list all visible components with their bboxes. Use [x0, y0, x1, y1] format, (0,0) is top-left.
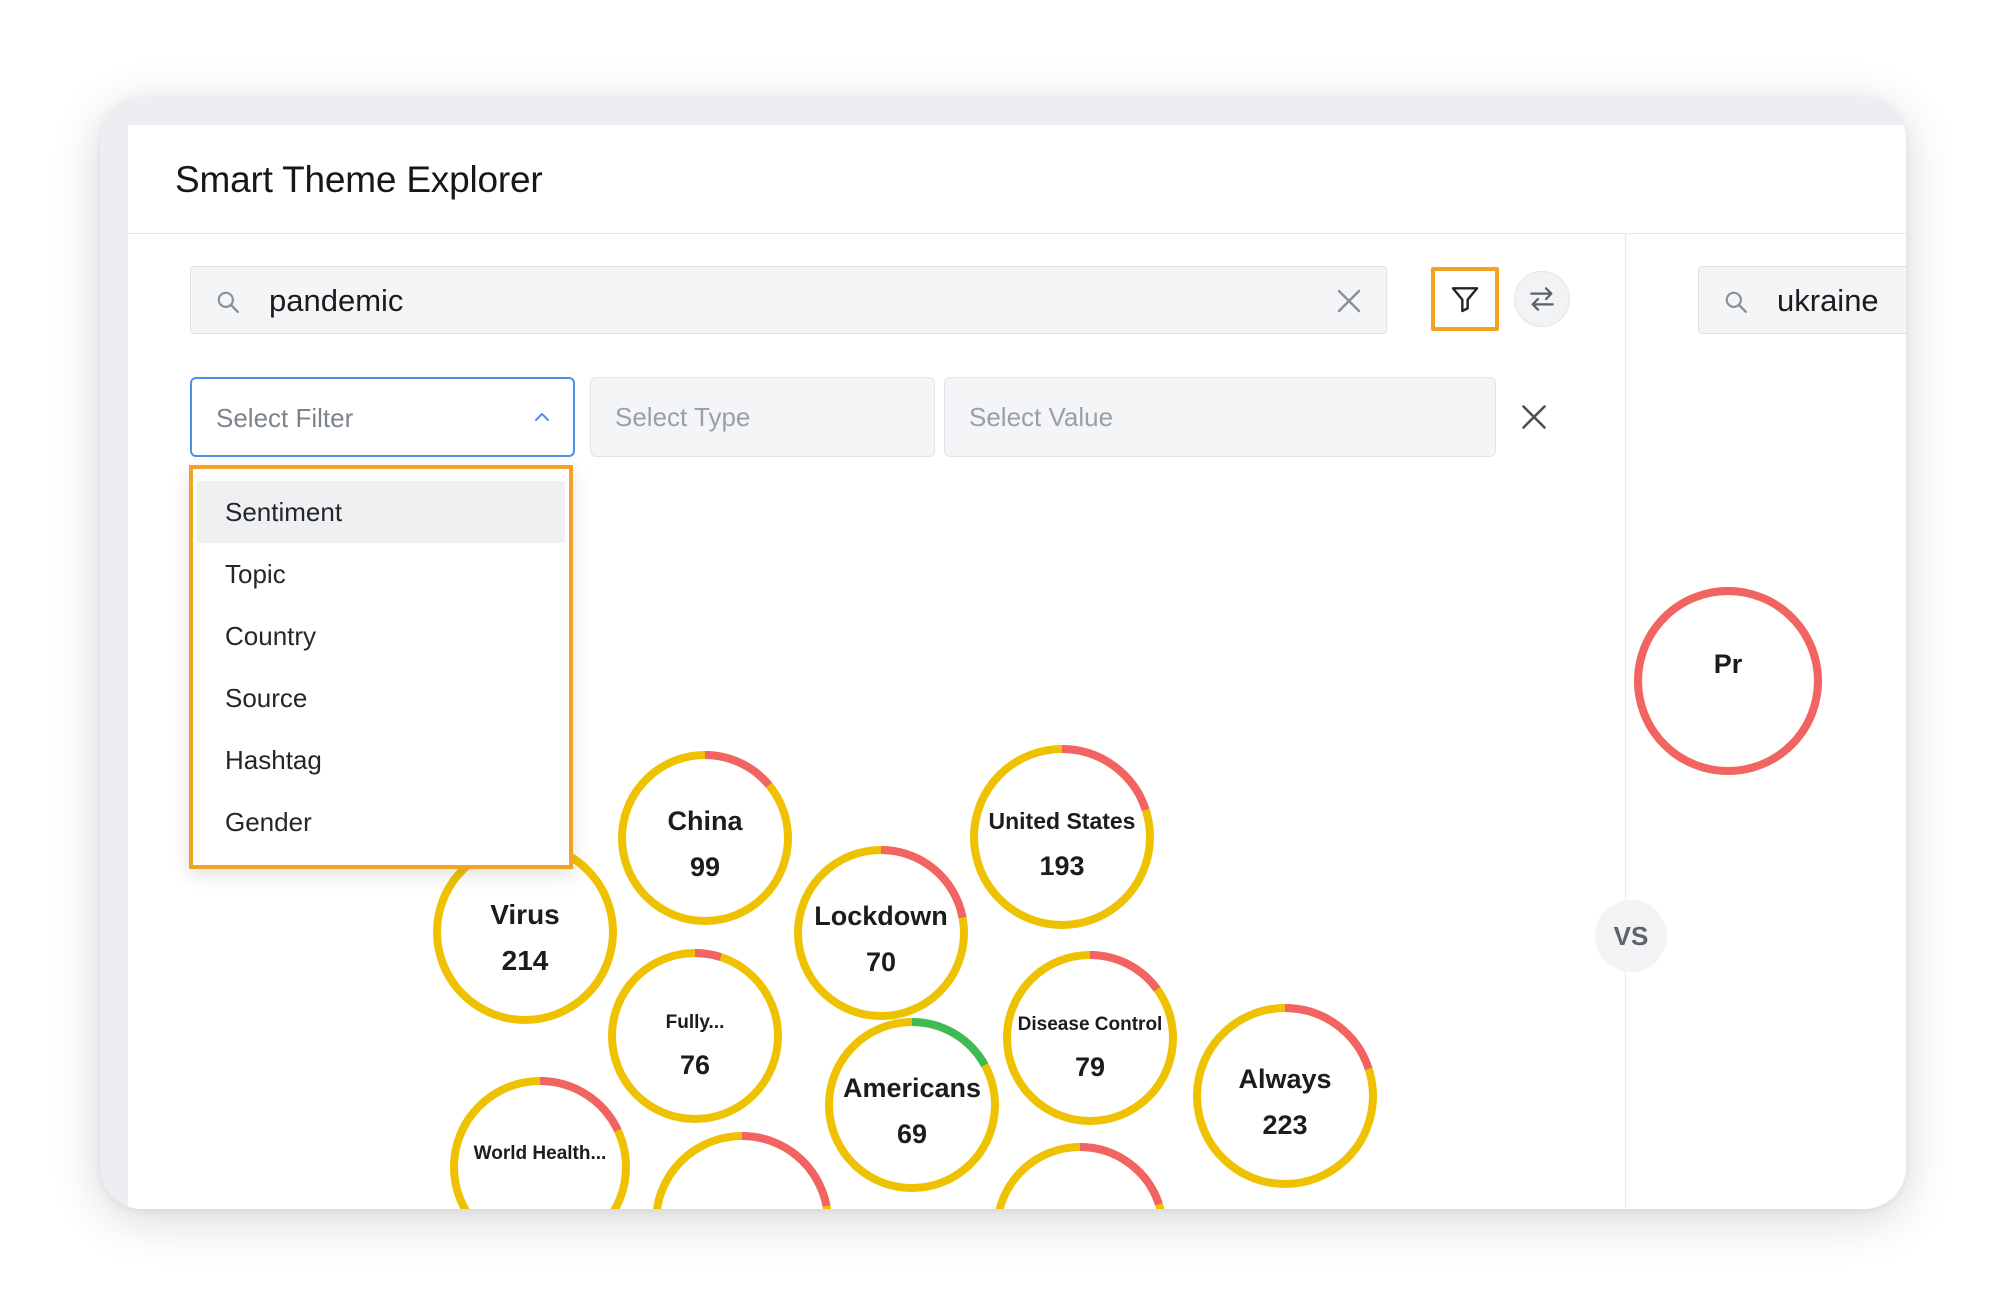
filter-button[interactable] — [1431, 267, 1499, 331]
search-icon — [217, 291, 239, 313]
bubble-count: 79 — [1075, 1052, 1105, 1082]
compare-divider — [1625, 234, 1626, 1209]
select-filter-placeholder: Select Filter — [216, 403, 354, 433]
filter-option-sentiment[interactable]: Sentiment — [197, 481, 565, 543]
select-filter-dropdown[interactable]: Select Filter — [190, 377, 575, 457]
bubble-ring — [433, 840, 617, 1024]
bubble-label: United States — [989, 808, 1136, 834]
bubble-negative-arc — [539, 1077, 622, 1133]
remove-filter-icon[interactable] — [1520, 403, 1548, 431]
filter-option-country[interactable]: Country — [225, 621, 317, 651]
select-type-placeholder: Select Type — [615, 402, 751, 432]
bubble-label: Fully... — [666, 1012, 725, 1033]
left-search-input[interactable]: pandemic — [269, 283, 404, 318]
bubble-negative-arc — [704, 751, 773, 788]
app-window: Smart Theme Explorer pandemic — [100, 97, 1906, 1209]
select-value-placeholder: Select Value — [969, 402, 1114, 432]
filter-option-source[interactable]: Source — [225, 683, 308, 713]
bubble-count: 99 — [690, 852, 720, 882]
theme-bubble-4[interactable]: Fully... 76 — [608, 949, 782, 1123]
swap-icon — [1530, 287, 1554, 311]
bubble-count: 214 — [502, 945, 549, 976]
bubble-label: Virus — [490, 899, 560, 930]
chevron-up-icon — [535, 413, 549, 421]
bubble-label: Disease Control — [1018, 1014, 1163, 1035]
bubble-count: 70 — [866, 947, 896, 977]
theme-bubble-8[interactable]: World Health... — [450, 1077, 630, 1209]
bubble-label: China — [667, 806, 743, 836]
search-icon — [1725, 291, 1747, 313]
theme-bubble-10[interactable] — [995, 1143, 1165, 1209]
bubble-negative-arc — [1284, 1004, 1373, 1071]
left-search-bar[interactable]: pandemic — [190, 266, 1387, 334]
bubble-label: Lockdown — [814, 901, 948, 931]
bubble-negative-arc — [1634, 587, 1822, 775]
bubble-ring — [995, 1143, 1165, 1209]
bubble-ring — [608, 949, 782, 1123]
bubble-negative-arc — [1089, 951, 1161, 992]
theme-bubble-chart: Virus 214 China 99 Lockdown 70 United States 19… — [433, 587, 1822, 1209]
theme-bubble-6[interactable]: Americans 69 — [825, 1018, 999, 1192]
filter-option-topic[interactable]: Topic — [225, 559, 286, 589]
header: Smart Theme Explorer — [128, 125, 1906, 234]
bubble-negative-arc — [741, 1132, 831, 1207]
theme-bubble-0[interactable]: Virus 214 — [433, 840, 617, 1024]
bubble-count: 193 — [1039, 851, 1084, 881]
theme-bubble-1[interactable]: China 99 — [618, 751, 792, 925]
bubble-ring — [652, 1132, 832, 1209]
bubble-negative-arc — [1079, 1143, 1163, 1206]
page-title: Smart Theme Explorer — [175, 159, 543, 200]
filter-options-menu: Sentiment Topic Country Source Hashtag G… — [189, 465, 573, 869]
filter-icon — [1451, 287, 1479, 313]
right-search-bar[interactable]: ukraine — [1698, 266, 1906, 334]
bubble-negative-arc — [1061, 745, 1150, 812]
bubble-label: Americans — [843, 1073, 981, 1103]
vs-badge: VS — [1595, 900, 1667, 972]
bubble-positive-arc — [911, 1018, 989, 1068]
bubble-label: World Health... — [474, 1143, 607, 1164]
select-type-dropdown[interactable]: Select Type — [590, 377, 935, 457]
bubble-label: Pr — [1714, 649, 1743, 679]
bubble-count: 76 — [680, 1050, 710, 1080]
right-search-input[interactable]: ukraine — [1777, 283, 1879, 318]
theme-bubble-3[interactable]: United States 193 — [970, 745, 1154, 929]
bubble-count: 223 — [1262, 1110, 1307, 1140]
theme-explorer-panel: Smart Theme Explorer pandemic — [128, 125, 1906, 1209]
filter-option-gender[interactable]: Gender — [225, 807, 312, 837]
theme-bubble-2[interactable]: Lockdown 70 — [794, 846, 968, 1020]
bubble-negative-arc — [694, 949, 722, 961]
theme-bubble-5[interactable]: Disease Control 79 — [1003, 951, 1177, 1125]
bubble-negative-arc — [880, 846, 967, 919]
bubble-label: Always — [1238, 1064, 1331, 1094]
select-value-dropdown[interactable]: Select Value — [944, 377, 1496, 457]
clear-search-icon[interactable] — [1334, 286, 1364, 316]
bubble-count: 69 — [897, 1119, 927, 1149]
filter-option-hashtag[interactable]: Hashtag — [225, 745, 322, 775]
theme-bubble-9[interactable] — [652, 1132, 832, 1209]
swap-compare-button[interactable] — [1514, 271, 1570, 327]
theme-bubble-7[interactable]: Always 223 — [1193, 1004, 1377, 1188]
right-theme-bubble-0[interactable]: Pr — [1634, 587, 1822, 775]
